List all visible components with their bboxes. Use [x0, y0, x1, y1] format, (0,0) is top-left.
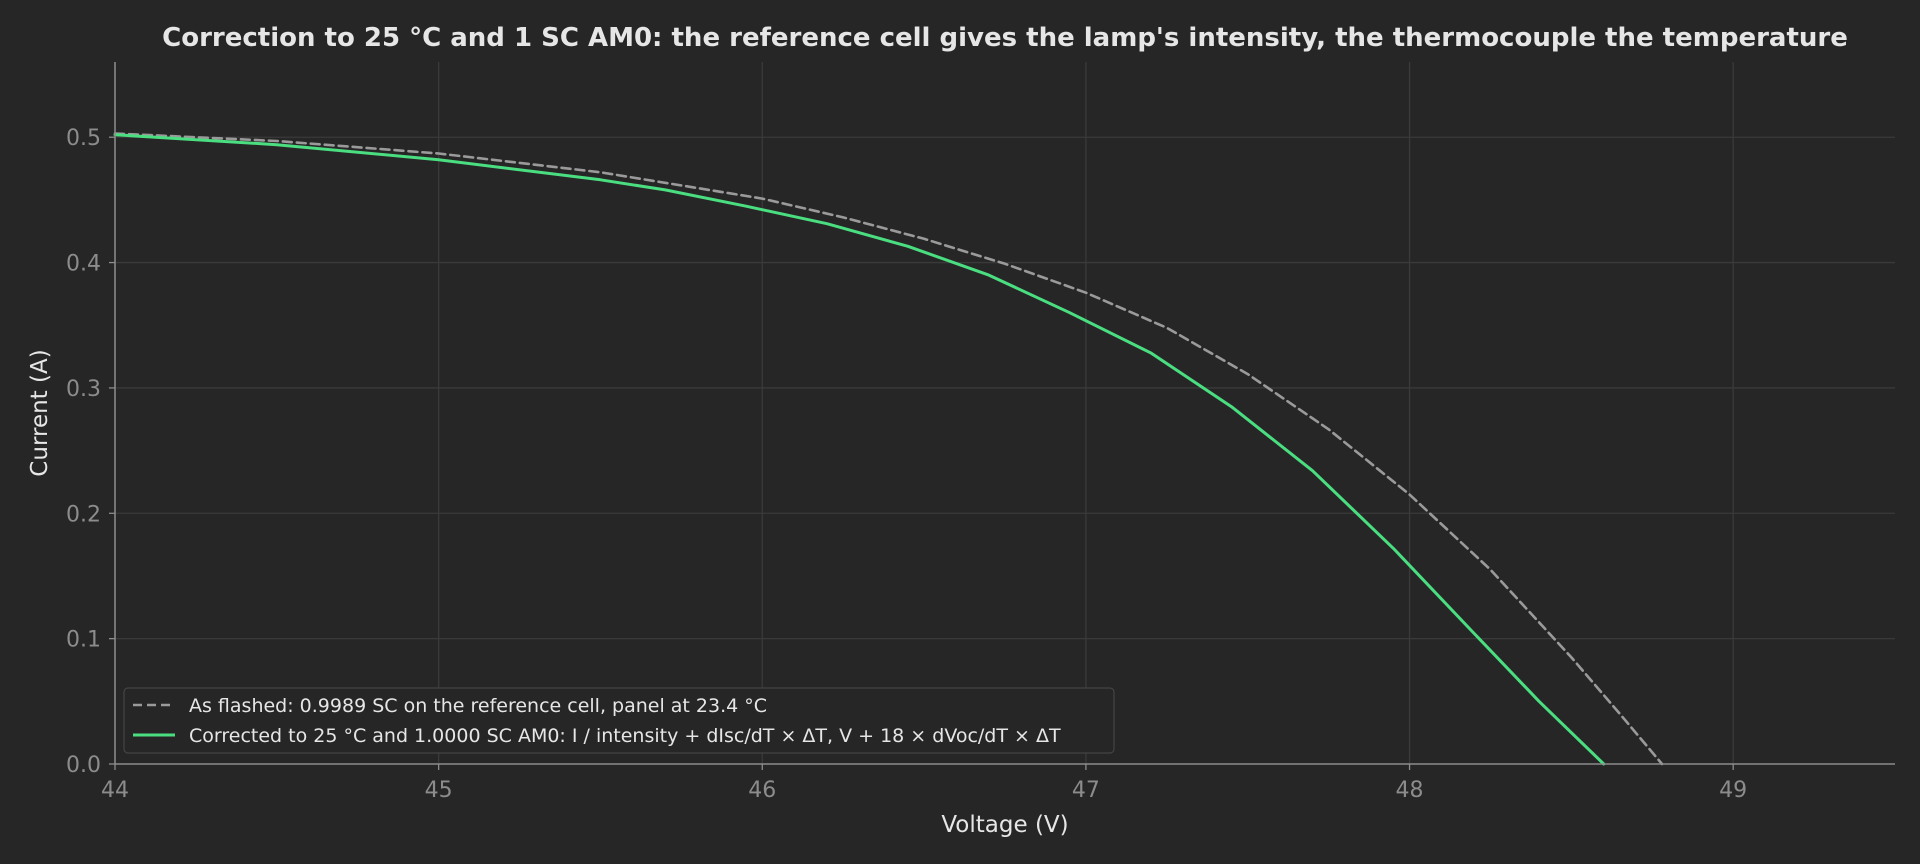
x-tick-label: 44	[101, 778, 129, 803]
x-tick-label: 48	[1396, 778, 1424, 803]
y-tick-label: 0.5	[66, 126, 101, 151]
y-tick-label: 0.0	[66, 753, 101, 778]
legend-label-corrected: Corrected to 25 °C and 1.0000 SC AM0: I …	[189, 725, 1061, 747]
chart-title: Correction to 25 °C and 1 SC AM0: the re…	[162, 23, 1848, 53]
x-axis-label: Voltage (V)	[941, 812, 1068, 838]
y-axis-label: Current (A)	[27, 349, 53, 476]
x-tick-label: 47	[1072, 778, 1100, 803]
y-tick-label: 0.4	[66, 252, 101, 277]
x-tick-label: 45	[425, 778, 453, 803]
legend: As flashed: 0.9989 SC on the reference c…	[123, 687, 1115, 754]
legend-box	[123, 687, 1115, 754]
series-line-corrected	[113, 133, 1606, 766]
y-tick-label: 0.3	[66, 377, 101, 402]
x-tick-label: 49	[1719, 778, 1747, 803]
ticks: 44 45 46 47 48 49 0.0 0.1 0.2 0.3 0.4 0.5	[66, 126, 1747, 803]
y-tick-label: 0.1	[66, 628, 101, 653]
series-line-as-flashed	[113, 132, 1664, 766]
y-tick-label: 0.2	[66, 502, 101, 527]
x-tick-label: 46	[748, 778, 776, 803]
series-lines	[113, 132, 1664, 766]
legend-label-as-flashed: As flashed: 0.9989 SC on the reference c…	[189, 695, 767, 717]
axes	[114, 62, 1895, 765]
